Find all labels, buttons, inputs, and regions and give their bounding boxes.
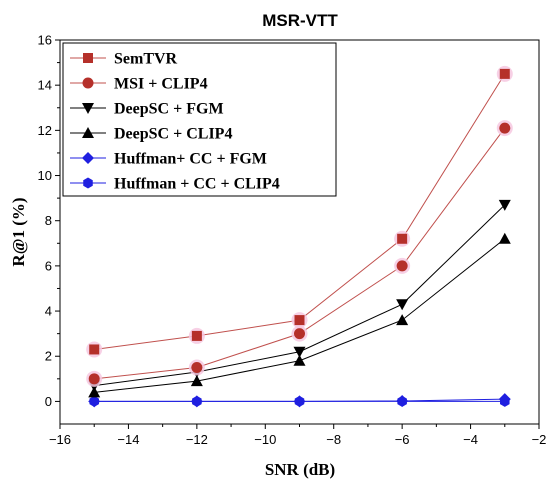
- y-tick-label: 10: [38, 168, 52, 183]
- data-point: [291, 312, 308, 329]
- x-tick-label: −6: [395, 432, 410, 447]
- legend-label: Huffman + CC + CLIP4: [114, 176, 280, 193]
- data-point: [86, 370, 103, 387]
- data-point: [190, 375, 203, 387]
- x-axis-title: SNR (dB): [265, 460, 335, 479]
- x-tick-label: −14: [117, 432, 139, 447]
- y-axis-title: R@1 (%): [9, 197, 28, 266]
- data-point: [396, 314, 409, 326]
- y-tick-label: 0: [45, 394, 52, 409]
- x-axis: −16 −14 −12 −10 −8 −6 −4 −2: [49, 424, 546, 447]
- legend-label: DeepSC + FGM: [114, 101, 224, 118]
- y-tick-label: 12: [38, 123, 52, 138]
- data-point: [394, 257, 411, 274]
- data-point: [496, 120, 513, 137]
- data-point: [394, 230, 411, 247]
- legend-marker: [82, 152, 94, 164]
- legend-label: MSI + CLIP4: [114, 76, 208, 93]
- data-point: [293, 346, 306, 358]
- y-tick-label: 4: [45, 304, 52, 319]
- data-point: [86, 341, 103, 358]
- data-point: [498, 393, 511, 406]
- data-point: [88, 386, 101, 398]
- data-point: [188, 327, 205, 344]
- data-point: [291, 325, 308, 342]
- data-point: [396, 299, 409, 311]
- legend-marker: [82, 77, 94, 89]
- chart-title: MSR-VTT: [262, 11, 338, 30]
- x-tick-label: −12: [186, 432, 208, 447]
- data-point: [188, 359, 205, 376]
- x-tick-label: −16: [49, 432, 71, 447]
- data-point: [88, 395, 101, 408]
- legend: SemTVR MSI + CLIP4 DeepSC + FGM DeepSC + CL…: [62, 42, 337, 197]
- legend-marker: [82, 127, 94, 138]
- data-point: [293, 354, 306, 366]
- y-axis: 0 2 4 6 8 10 12 14 16: [38, 33, 60, 409]
- x-tick-label: −2: [532, 432, 547, 447]
- data-point: [498, 232, 511, 244]
- data-point: [498, 199, 511, 211]
- data-point: [190, 395, 203, 408]
- legend-marker: [83, 177, 93, 189]
- x-tick-label: −10: [254, 432, 276, 447]
- y-tick-label: 16: [38, 33, 52, 48]
- legend-label: Huffman+ CC + FGM: [114, 151, 267, 168]
- legend-label: SemTVR: [114, 51, 178, 68]
- legend-label: DeepSC + CLIP4: [114, 126, 232, 143]
- data-point: [396, 394, 409, 407]
- x-tick-label: −4: [463, 432, 478, 447]
- legend-marker: [82, 103, 94, 114]
- data-point: [293, 395, 306, 408]
- data-point: [496, 65, 513, 82]
- x-tick-label: −8: [326, 432, 341, 447]
- y-tick-label: 6: [45, 258, 52, 273]
- y-tick-label: 14: [38, 78, 52, 93]
- y-tick-label: 2: [45, 349, 52, 364]
- legend-marker: [83, 53, 93, 63]
- y-tick-label: 8: [45, 213, 52, 228]
- series-markers: [86, 65, 513, 408]
- legend-box: [62, 42, 337, 197]
